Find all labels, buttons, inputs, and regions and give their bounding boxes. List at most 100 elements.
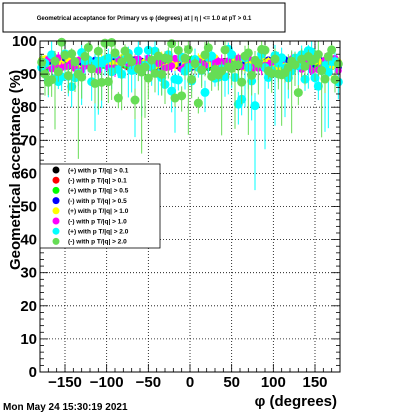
data-point <box>87 64 97 74</box>
data-point <box>277 53 287 63</box>
data-point <box>127 57 137 67</box>
data-point <box>320 74 330 84</box>
data-point <box>233 60 243 70</box>
y-tick-label: 80 <box>20 99 37 116</box>
legend-label: (+) with p T/|q| > 1.0 <box>68 208 129 215</box>
data-point <box>53 67 63 77</box>
data-point <box>168 62 176 70</box>
data-point <box>113 93 123 103</box>
data-point <box>173 45 183 55</box>
y-tick-label: 90 <box>20 66 37 83</box>
data-point <box>80 51 90 61</box>
legend-label: (+) with p T/|q| > 0.5 <box>68 188 129 195</box>
legend-marker <box>52 207 60 215</box>
legend: (+) with p T/|q| > 0.1 (-) with p T/|q| >… <box>39 163 161 249</box>
data-point <box>177 91 187 101</box>
y-tick-label: 20 <box>20 298 37 315</box>
y-tick-label: 10 <box>20 331 37 348</box>
legend-label: (-) with p T/|q| > 2.0 <box>68 239 127 246</box>
data-point <box>130 95 140 105</box>
data-point <box>143 73 153 83</box>
legend-label: (-) with p T/|q| > 0.5 <box>68 198 127 205</box>
data-point <box>293 88 303 98</box>
x-tick-label: −50 <box>136 374 161 391</box>
chart-title: Geometrical acceptance for Primary vs φ … <box>37 16 252 22</box>
data-point <box>330 74 340 84</box>
data-point <box>110 48 120 58</box>
data-point <box>327 45 337 55</box>
data-point <box>57 37 67 47</box>
data-point <box>313 49 323 59</box>
x-tick-label: 0 <box>186 374 194 391</box>
legend-marker <box>52 237 60 245</box>
grid-layer <box>40 41 340 372</box>
data-point <box>180 53 190 63</box>
data-point <box>270 54 280 64</box>
y-axis-title: Geometrical acceptance (%) <box>7 70 24 270</box>
data-point <box>47 75 57 85</box>
data-point <box>83 43 93 53</box>
x-tick-label: 100 <box>261 374 286 391</box>
data-point <box>227 50 237 60</box>
tick-layer: −150 −100 −50 0 50 100 150 0 10 20 30 40 50 60 70 80 90 1… <box>12 33 341 391</box>
data-point <box>140 62 150 72</box>
series-7 <box>37 37 343 159</box>
data-point <box>237 77 247 87</box>
x-tick-label: 50 <box>223 374 240 391</box>
legend-box <box>39 163 161 249</box>
legend-marker <box>52 227 60 235</box>
x-tick-label: −100 <box>90 374 124 391</box>
legend-label: (-) with p T/|q| > 0.1 <box>68 178 127 185</box>
legend-marker <box>52 217 60 225</box>
legend-marker <box>52 176 60 184</box>
data-point <box>220 45 230 55</box>
data-point <box>70 57 80 67</box>
legend-marker <box>52 186 60 194</box>
data-point <box>120 46 130 56</box>
data-point <box>67 49 77 59</box>
data-point <box>207 51 217 61</box>
data-point <box>243 48 253 58</box>
data-point <box>97 77 107 87</box>
legend-label: (+) with p T/|q| > 0.1 <box>68 167 129 174</box>
data-point <box>50 56 60 66</box>
data-point <box>253 58 263 68</box>
data-point <box>323 52 333 62</box>
data-point <box>290 60 300 70</box>
data-point <box>63 71 73 81</box>
data-point <box>133 46 143 56</box>
y-tick-label: 100 <box>12 33 37 50</box>
data-point <box>117 57 127 67</box>
data-point <box>317 66 327 76</box>
data-point <box>183 44 193 54</box>
legend-label: (+) with p T/|q| > 2.0 <box>68 229 129 236</box>
y-tick-label: 40 <box>20 232 37 249</box>
data-point <box>93 46 103 56</box>
data-point <box>107 37 117 47</box>
data-point <box>163 54 173 64</box>
y-tick-label: 70 <box>20 132 37 149</box>
data-point <box>150 68 160 78</box>
y-tick-label: 50 <box>20 199 37 216</box>
data-point <box>217 66 227 76</box>
x-tick-label: 150 <box>302 374 327 391</box>
data-point <box>167 39 177 49</box>
title-box <box>2 2 286 33</box>
data-point <box>143 45 153 55</box>
data-point <box>193 98 203 108</box>
y-tick-label: 0 <box>29 364 37 381</box>
data-point <box>313 81 323 91</box>
data-point <box>333 59 343 69</box>
data-point <box>203 43 213 53</box>
x-axis-title: φ (degrees) <box>255 393 337 410</box>
data-point <box>103 53 113 63</box>
data-point <box>267 68 277 78</box>
y-tick-label: 60 <box>20 165 37 182</box>
data-point <box>200 50 210 60</box>
data-point <box>167 86 177 96</box>
footer-date: Mon May 24 15:30:19 2021 <box>3 402 128 413</box>
data-point <box>247 70 257 80</box>
data-point <box>300 61 310 71</box>
y-tick-label: 30 <box>20 265 37 282</box>
